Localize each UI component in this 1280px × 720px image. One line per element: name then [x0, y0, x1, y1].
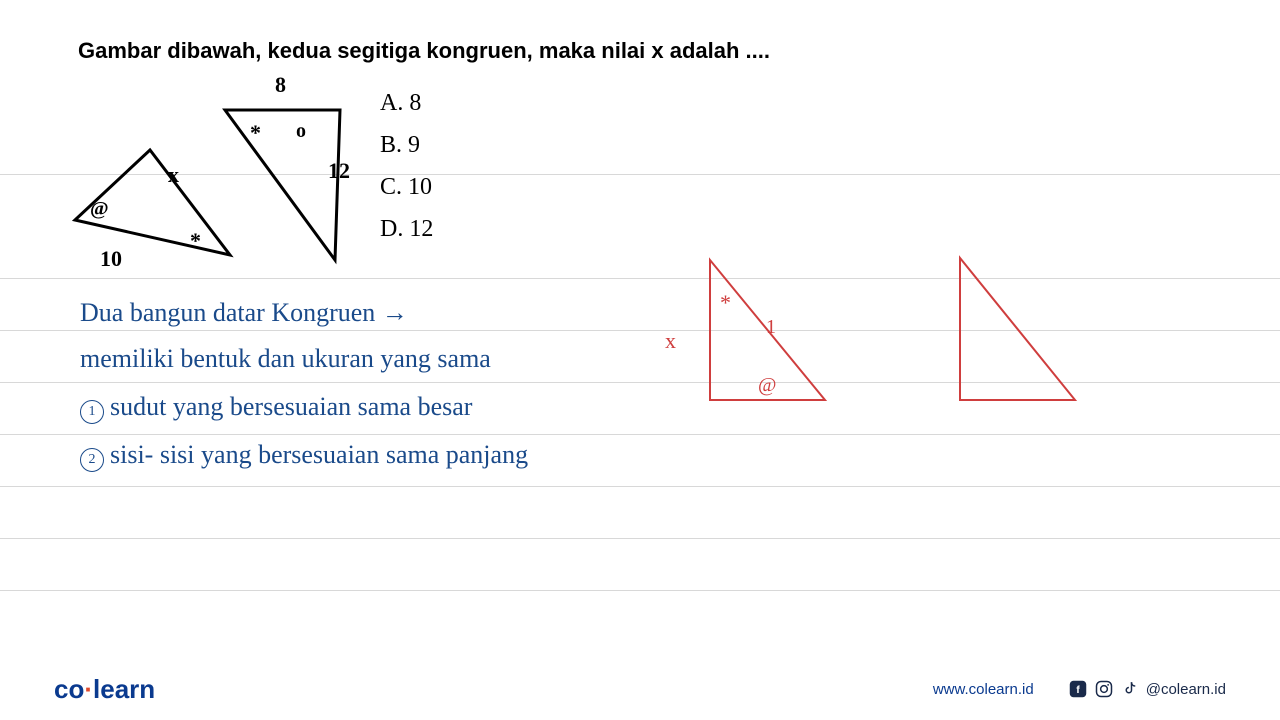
instagram-icon [1094, 679, 1114, 699]
logo-dot: · [84, 674, 93, 704]
label-star-left: * [190, 228, 201, 254]
option-b: B. 9 [380, 132, 420, 159]
printed-triangles-diagram [60, 70, 370, 270]
label-star-right: * [250, 120, 261, 146]
option-d: D. 12 [380, 216, 433, 243]
label-12: 12 [328, 158, 350, 184]
hand-line-4-text: sisi- sisi yang bersesuaian sama panjang [110, 440, 528, 469]
option-a: A. 8 [380, 90, 421, 117]
circled-2: 2 [80, 448, 104, 472]
hand-line-1: Dua bangun datar Kongruen → [80, 298, 408, 328]
ruled-line [0, 538, 1280, 539]
label-x: x [168, 162, 179, 188]
sketch-label-star: * [720, 290, 731, 316]
hand-line-3: 1sudut yang bersesuaian sama besar [80, 392, 472, 424]
option-c: C. 10 [380, 174, 432, 201]
hand-line-2: memiliki bentuk dan ukuran yang sama [80, 344, 491, 374]
logo-co: co [54, 674, 84, 704]
sketch-triangles [660, 250, 1090, 420]
svg-text:f: f [1076, 684, 1080, 696]
label-o: o [296, 120, 306, 143]
sketch-label-x: x [665, 328, 676, 354]
label-10: 10 [100, 246, 122, 272]
ruled-line [0, 486, 1280, 487]
facebook-icon: f [1068, 679, 1088, 699]
sketch-label-1: 1 [766, 316, 776, 339]
footer-url: www.colearn.id [933, 681, 1034, 698]
hand-line-3-text: sudut yang bersesuaian sama besar [110, 392, 472, 421]
circled-1: 1 [80, 400, 104, 424]
label-at: @ [90, 198, 109, 221]
label-8: 8 [275, 72, 286, 98]
footer-logo: co·learn [54, 674, 155, 705]
sketch-label-at: @ [758, 374, 776, 397]
ruled-line [0, 434, 1280, 435]
question-text: Gambar dibawah, kedua segitiga kongruen,… [78, 38, 770, 64]
tiktok-icon [1120, 679, 1140, 699]
hand-line-4: 2sisi- sisi yang bersesuaian sama panjan… [80, 440, 528, 472]
logo-learn: learn [93, 674, 155, 704]
social-handle: @colearn.id [1146, 681, 1226, 698]
footer: co·learn www.colearn.id f @colearn.id [0, 658, 1280, 720]
footer-socials: f @colearn.id [1068, 679, 1226, 699]
ruled-line [0, 590, 1280, 591]
